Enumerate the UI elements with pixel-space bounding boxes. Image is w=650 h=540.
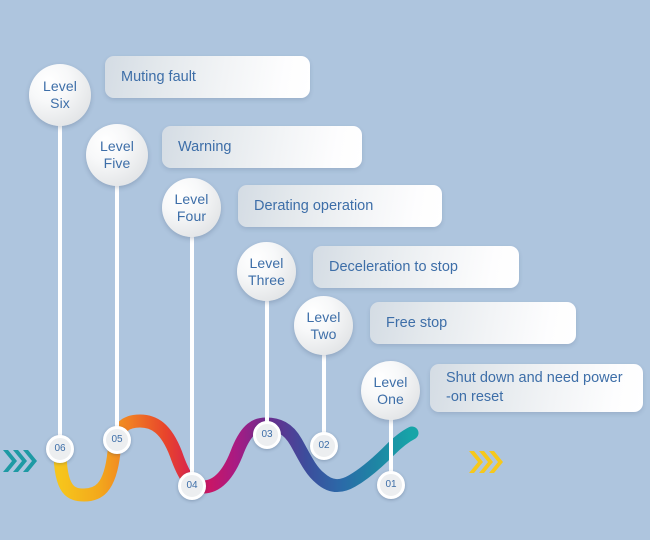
node-label-line2-level-four: Four	[176, 207, 207, 224]
node-level-two[interactable]: Level Two	[294, 296, 353, 355]
node-level-one[interactable]: Level One	[361, 361, 420, 420]
node-label-line2-level-six: Six	[50, 95, 70, 111]
badge-04[interactable]: 04	[178, 472, 206, 500]
pill-level-one[interactable]: Shut down and need power -on reset	[430, 364, 643, 412]
node-label-line1-level-six: Level	[43, 78, 77, 94]
node-label-line1-level-four: Level	[174, 190, 209, 207]
node-level-three[interactable]: Level Three	[237, 242, 296, 301]
badge-label-01: 01	[385, 479, 397, 490]
stem-level-four	[190, 236, 194, 478]
badge-02[interactable]: 02	[310, 432, 338, 460]
badge-06[interactable]: 06	[46, 435, 74, 463]
node-label-line2-level-two: Two	[310, 325, 337, 342]
node-label-line2-level-three: Three	[247, 271, 286, 288]
pill-text-level-four: Derating operation	[254, 197, 374, 214]
pill-text-level-six: Muting fault	[121, 68, 196, 85]
pill-level-four[interactable]: Derating operation	[238, 185, 442, 227]
pill-level-two[interactable]: Free stop	[370, 302, 576, 344]
pill-level-five[interactable]: Warning	[162, 126, 362, 168]
badge-label-06: 06	[54, 443, 66, 454]
pill-text-level-three: Deceleration to stop	[329, 258, 458, 275]
node-label-line1-level-two: Level	[306, 308, 341, 325]
node-level-five[interactable]: Level Five	[86, 124, 148, 186]
node-label-line2-level-one: One	[377, 390, 404, 407]
badge-03[interactable]: 03	[253, 421, 281, 449]
stem-level-six	[58, 124, 62, 440]
badge-05[interactable]: 05	[103, 426, 131, 454]
chevrons-right-icon-teal	[3, 450, 37, 472]
node-label-line1-level-three: Level	[249, 254, 284, 271]
node-level-six[interactable]: Level Six	[29, 64, 91, 126]
stem-level-one	[389, 418, 393, 478]
badge-label-03: 03	[261, 429, 273, 440]
badge-label-04: 04	[186, 480, 198, 491]
node-level-four[interactable]: Level Four	[162, 178, 221, 237]
pill-text-level-one: Shut down and need power -on reset	[446, 370, 623, 405]
chevrons-right-icon-yellow	[469, 451, 503, 473]
stem-level-two	[322, 354, 326, 440]
node-label-line2-level-five: Five	[103, 155, 131, 171]
badge-label-02: 02	[318, 440, 330, 451]
pill-text-level-two: Free stop	[386, 314, 448, 331]
node-label-line1-level-one: Level	[373, 373, 408, 390]
badge-label-05: 05	[111, 434, 123, 445]
pill-level-three[interactable]: Deceleration to stop	[313, 246, 519, 288]
stem-level-five	[115, 184, 119, 432]
pill-level-six[interactable]: Muting fault	[105, 56, 310, 98]
node-label-line1-level-five: Level	[100, 138, 134, 154]
pill-text-level-five: Warning	[178, 138, 232, 155]
badge-01[interactable]: 01	[377, 471, 405, 499]
stem-level-three	[265, 300, 269, 430]
